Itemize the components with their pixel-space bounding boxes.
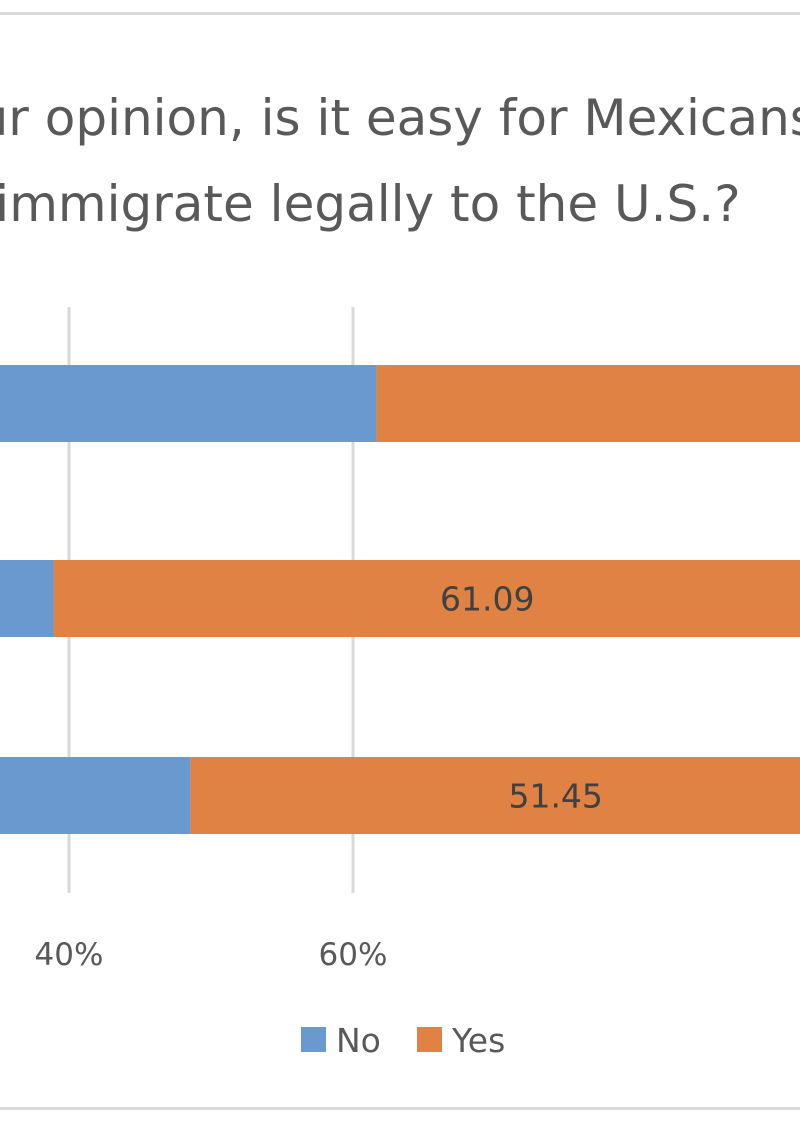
bar-no-2 (0, 560, 54, 637)
data-label-yes-2: 61.09 (440, 580, 534, 619)
chart-title-line-1: In your opinion, is it easy for Mexicans… (0, 89, 800, 147)
bar-yes-1 (376, 365, 800, 442)
bar-no-3 (0, 757, 191, 834)
data-labels: 61.6538.9161.0948.5551.45 (440, 580, 603, 816)
legend: No Yes (301, 1021, 505, 1060)
chart-frame: In your opinion, is it easy for Mexicans… (0, 12, 800, 1110)
bars (0, 365, 800, 834)
legend-swatch-no (301, 1027, 326, 1052)
bar-yes-2 (53, 560, 800, 637)
x-axis-ticks: 20%40%60% (35, 937, 388, 973)
legend-swatch-yes (417, 1027, 442, 1052)
bar-yes-3 (190, 757, 800, 834)
chart-title: In your opinion, is it easy for Mexicans… (0, 89, 800, 233)
stacked-bar-chart: In your opinion, is it easy for Mexicans… (0, 89, 800, 1060)
chart-title-line-2: immigrate legally to the U.S.? (0, 175, 741, 233)
x-tick-label: 40% (35, 937, 104, 973)
bar-no-1 (0, 365, 377, 442)
data-label-yes-3: 51.45 (508, 777, 602, 816)
x-tick-label: 60% (319, 937, 388, 973)
legend-label-no: No (336, 1021, 381, 1060)
legend-label-yes: Yes (451, 1021, 505, 1060)
